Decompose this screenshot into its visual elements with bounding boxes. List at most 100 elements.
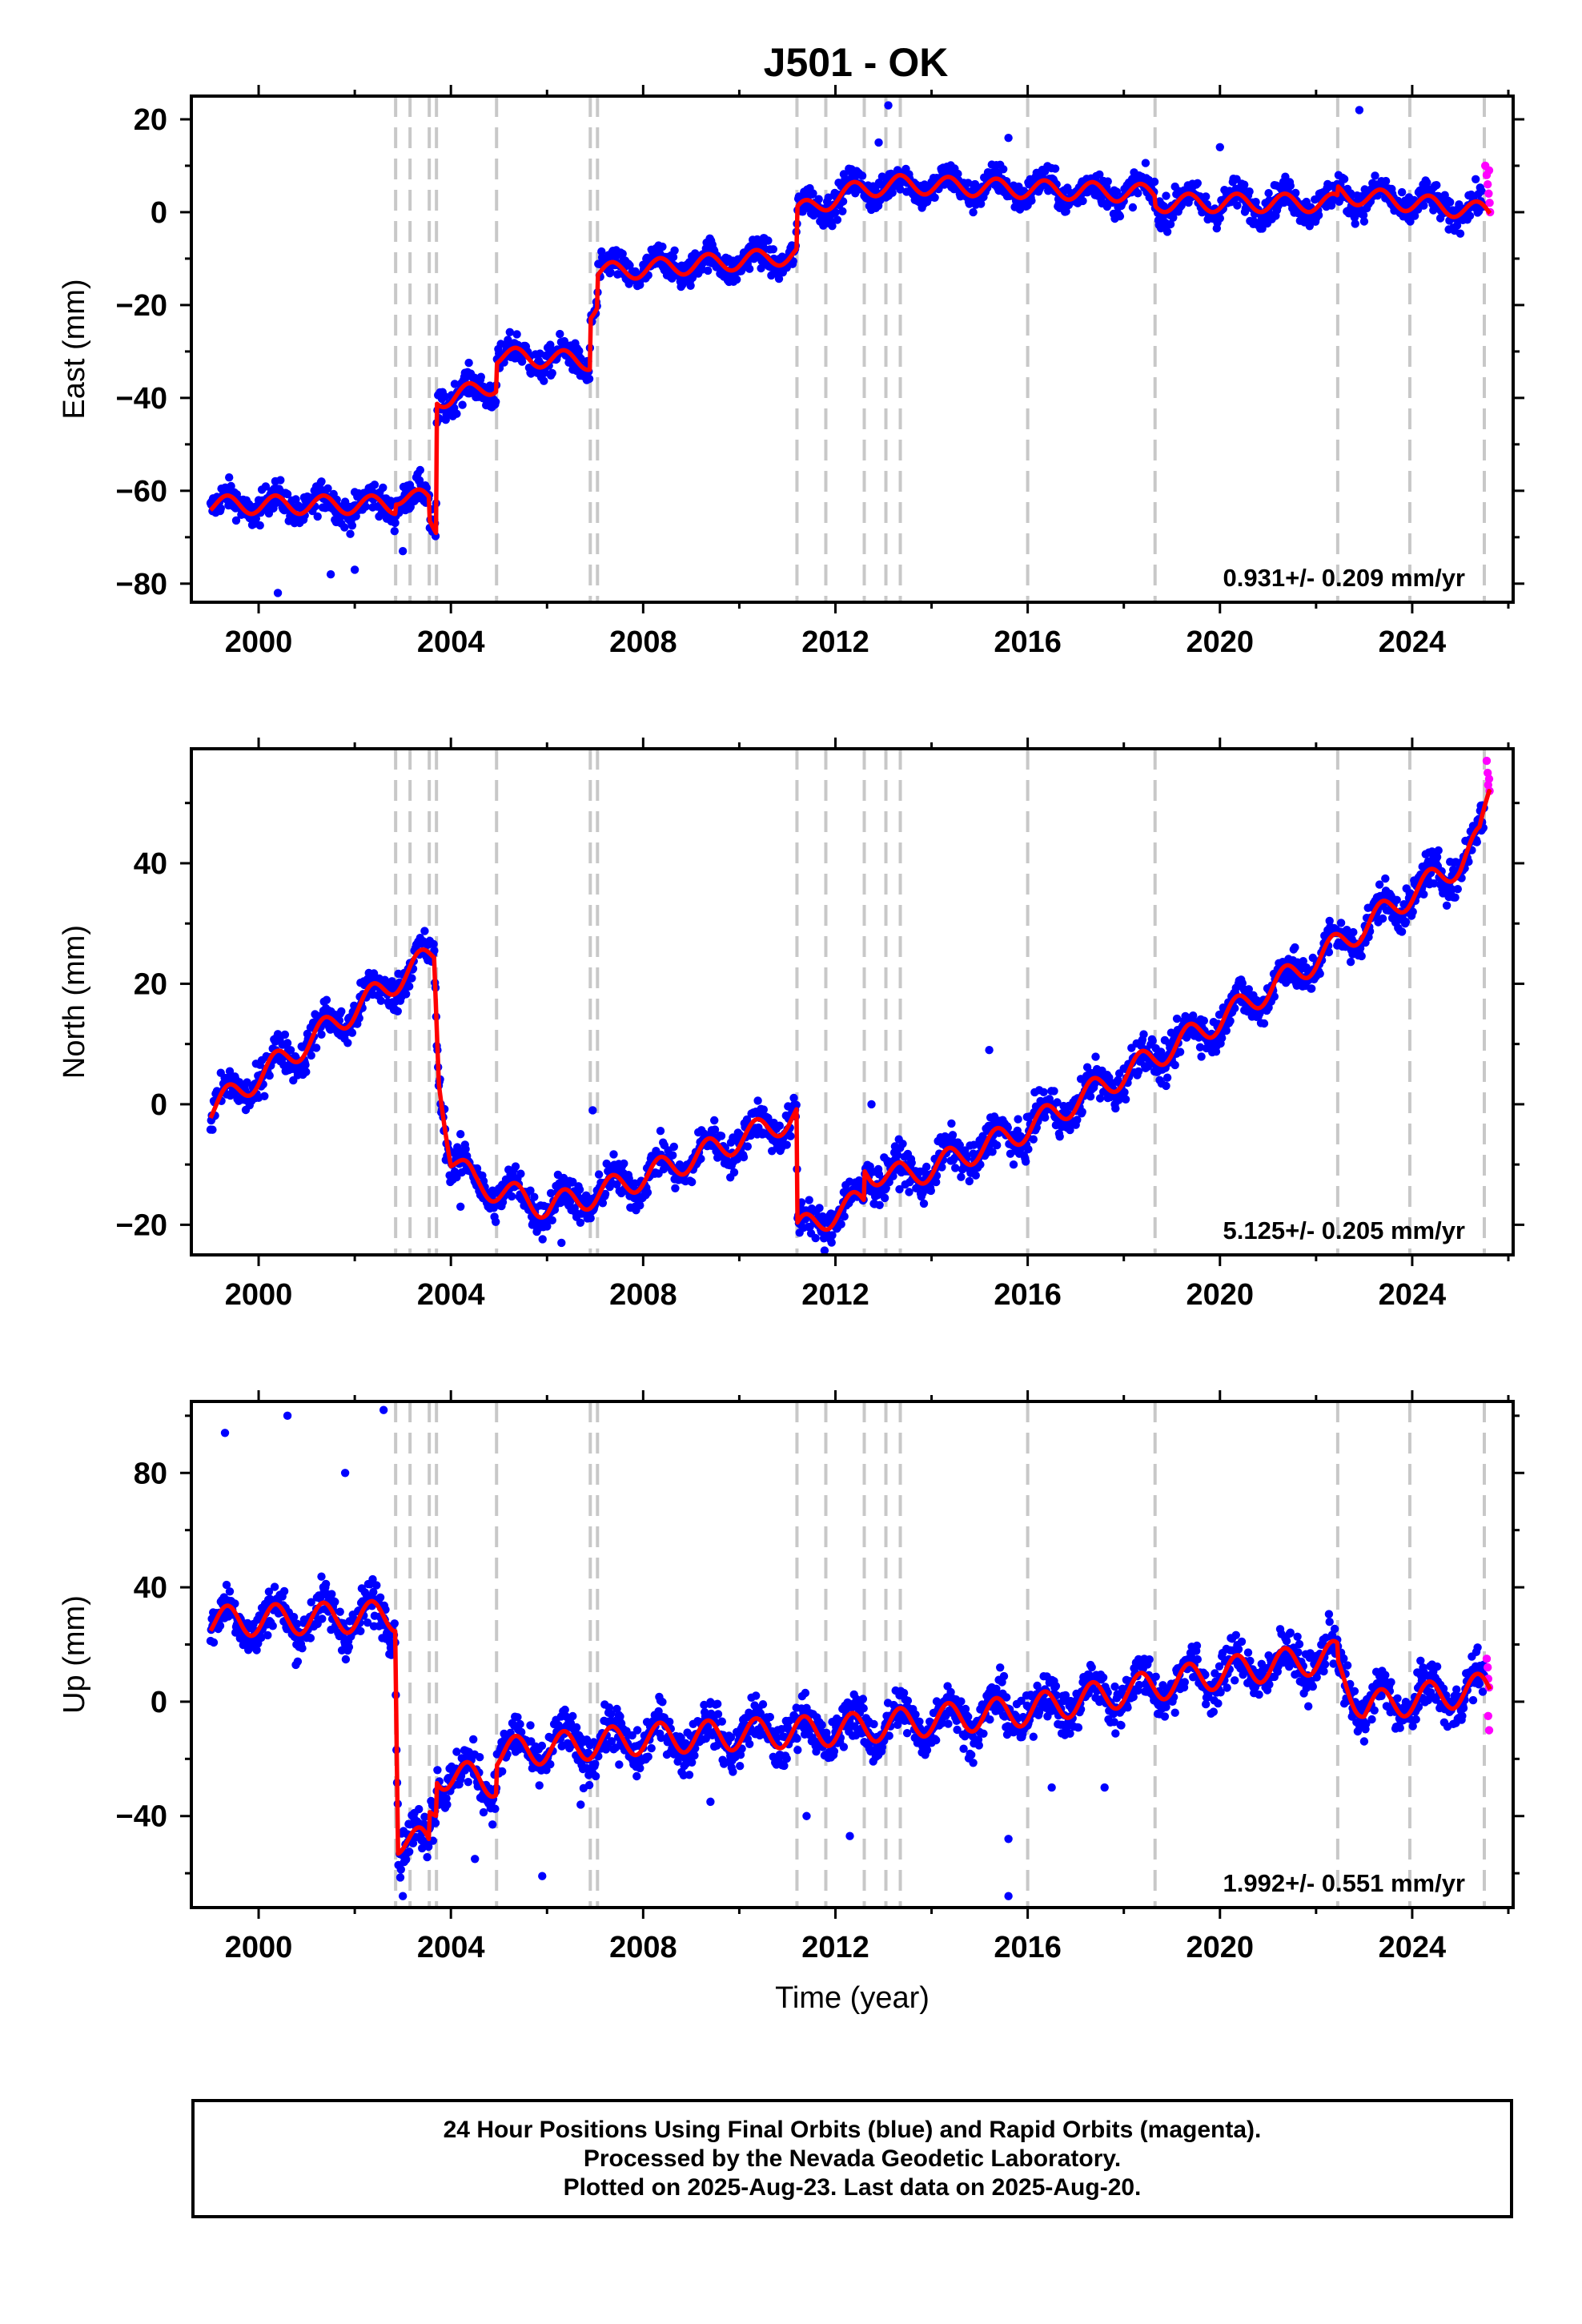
data-point <box>488 1820 497 1829</box>
data-point <box>896 185 905 194</box>
x-tick-label: 2020 <box>1186 625 1255 659</box>
data-point <box>957 1172 966 1181</box>
x-tick-label: 2000 <box>225 625 293 659</box>
data-point <box>402 990 411 999</box>
data-point <box>643 1188 652 1197</box>
data-point <box>1453 885 1463 894</box>
data-point <box>811 1233 820 1243</box>
data-point <box>464 358 473 368</box>
data-point <box>1086 1092 1095 1101</box>
data-point <box>307 1051 315 1060</box>
rapid-orbit-point <box>1484 166 1494 175</box>
data-point <box>636 1201 644 1210</box>
data-point <box>526 1721 535 1730</box>
data-point <box>1349 927 1358 937</box>
data-point <box>548 1216 556 1225</box>
data-point <box>669 1142 678 1152</box>
data-point <box>511 1162 520 1171</box>
data-point <box>1378 914 1387 923</box>
rapid-orbit-point <box>1484 774 1494 783</box>
data-point <box>456 1130 465 1139</box>
data-point <box>584 374 594 384</box>
data-point <box>632 1771 641 1781</box>
data-point <box>208 1125 217 1134</box>
data-point <box>479 1807 488 1817</box>
data-point <box>343 1039 352 1047</box>
data-point <box>540 376 548 385</box>
data-point <box>591 1771 600 1781</box>
data-point <box>759 1105 768 1114</box>
y-tick-label: 20 <box>134 967 167 1001</box>
east-panel: 2000 2004 2008 2012 2016 2020 2024−80−60−40−20… <box>58 85 1524 659</box>
data-point <box>301 1060 310 1069</box>
data-point <box>1022 1157 1030 1166</box>
outlier-point <box>1004 133 1013 143</box>
x-tick-label: 2004 <box>417 1278 485 1312</box>
data-point <box>415 1804 424 1814</box>
data-point <box>888 188 897 197</box>
data-point <box>317 1572 326 1581</box>
data-point <box>1264 189 1273 198</box>
data-point <box>504 336 512 344</box>
data-points <box>206 756 1494 1255</box>
data-point <box>1397 927 1407 936</box>
data-point <box>898 1140 907 1148</box>
outlier-point <box>1355 106 1364 115</box>
data-point <box>1410 211 1419 220</box>
x-axis: 2000 2004 2008 2012 2016 2020 2024 <box>225 85 1510 659</box>
data-point <box>837 1220 845 1228</box>
data-point <box>321 1579 331 1589</box>
data-point <box>1434 846 1443 855</box>
data-point <box>556 329 564 339</box>
x-tick-label: 2008 <box>609 625 677 659</box>
data-point <box>356 1626 365 1636</box>
data-point <box>283 1039 292 1047</box>
data-point <box>828 222 837 231</box>
outlier-point <box>1215 143 1224 151</box>
data-point <box>1166 219 1175 229</box>
x-tick-label: 2016 <box>994 625 1062 659</box>
data-point <box>857 171 867 180</box>
data-point <box>782 1140 791 1149</box>
data-point <box>594 1170 604 1179</box>
data-point <box>685 1771 694 1779</box>
data-point <box>815 1204 824 1212</box>
data-point <box>255 521 264 530</box>
data-point <box>231 516 241 525</box>
data-point <box>809 189 817 198</box>
data-point <box>576 1218 585 1228</box>
data-point <box>717 1132 726 1140</box>
data-point <box>1202 192 1211 201</box>
data-point <box>1259 1019 1269 1028</box>
x-tick-label: 2004 <box>417 625 485 659</box>
plot-frame <box>190 94 1515 604</box>
data-point <box>276 476 285 485</box>
data-point <box>743 1142 752 1151</box>
data-point <box>283 489 292 499</box>
data-point <box>591 1759 600 1768</box>
data-point <box>251 514 260 523</box>
data-point <box>346 529 355 538</box>
y-tick-label: −20 <box>116 1208 167 1242</box>
data-point <box>261 482 271 491</box>
data-point <box>1041 1113 1050 1122</box>
data-point <box>1111 1104 1120 1113</box>
data-point <box>1148 1036 1157 1046</box>
data-point <box>311 1043 321 1052</box>
data-point <box>618 249 627 259</box>
data-point <box>1226 1016 1235 1026</box>
data-point <box>733 275 741 284</box>
data-point <box>337 1007 346 1016</box>
data-point <box>492 397 500 406</box>
data-point <box>670 246 679 255</box>
data-point <box>291 495 300 504</box>
data-point <box>1240 180 1249 189</box>
data-point <box>1401 917 1411 927</box>
x-tick-label: 2024 <box>1379 625 1447 659</box>
data-point <box>745 264 754 273</box>
data-point <box>710 1116 719 1125</box>
velocity-label: 5.125+/- 0.205 mm/yr <box>1223 1216 1465 1244</box>
data-point <box>805 1196 813 1204</box>
data-point <box>458 400 467 409</box>
